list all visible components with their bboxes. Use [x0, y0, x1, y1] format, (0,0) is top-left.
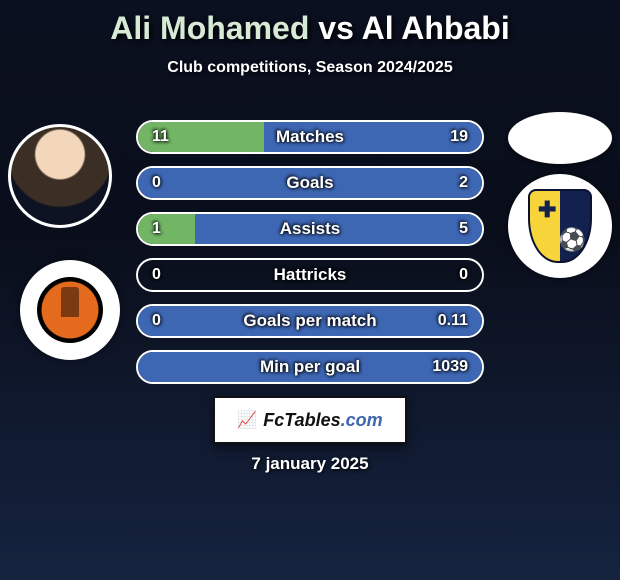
- subtitle: Club competitions, Season 2024/2025: [0, 59, 620, 77]
- stat-row: 0 Hattricks 0: [136, 258, 484, 292]
- stat-label: Goals: [286, 173, 333, 193]
- stat-value-left: 0: [152, 312, 161, 330]
- title-vs: vs: [318, 10, 354, 46]
- stat-row: 11 Matches 19: [136, 120, 484, 154]
- fctables-badge: 📈 FcTables.com: [213, 396, 407, 444]
- player-photo-icon: [8, 124, 112, 228]
- stat-value-left: 0: [152, 174, 161, 192]
- club-inter-zapresic-icon: [508, 174, 612, 278]
- chart-spark-icon: 📈: [237, 410, 257, 430]
- stats-container: 11 Matches 19 0 Goals 2 1 Assists 5 0 Hattricks 0 0 G…: [136, 120, 484, 396]
- player-placeholder-icon: [508, 112, 612, 164]
- club-ajman-icon: [20, 260, 120, 360]
- stat-value-left: 1: [152, 220, 161, 238]
- stat-value-right: 19: [450, 128, 468, 146]
- stat-label: Min per goal: [260, 357, 360, 377]
- stat-label: Assists: [280, 219, 340, 239]
- stat-row: 0 Goals 2: [136, 166, 484, 200]
- date-label: 7 january 2025: [0, 454, 620, 474]
- stat-value-right: 1039: [432, 358, 468, 376]
- stat-value-right: 0: [459, 266, 468, 284]
- stat-label: Goals per match: [243, 311, 376, 331]
- stat-value-right: 2: [459, 174, 468, 192]
- stat-row: Min per goal 1039: [136, 350, 484, 384]
- stat-label: Matches: [276, 127, 344, 147]
- badge-brand-a: FcTables: [263, 410, 340, 430]
- stat-row: 1 Assists 5: [136, 212, 484, 246]
- stat-value-left: 11: [152, 128, 169, 146]
- title-player1: Ali Mohamed: [110, 10, 309, 46]
- stat-label: Hattricks: [274, 265, 347, 285]
- stat-value-right: 0.11: [438, 312, 468, 330]
- badge-brand-b: .com: [341, 410, 383, 430]
- page-title: Ali Mohamed vs Al Ahbabi: [0, 0, 620, 47]
- stat-row: 0 Goals per match 0.11: [136, 304, 484, 338]
- badge-brand: FcTables.com: [263, 410, 382, 431]
- stat-value-right: 5: [459, 220, 468, 238]
- stat-fill-left: [138, 214, 195, 244]
- stat-value-left: 0: [152, 266, 161, 284]
- title-player2: Al Ahbabi: [362, 10, 510, 46]
